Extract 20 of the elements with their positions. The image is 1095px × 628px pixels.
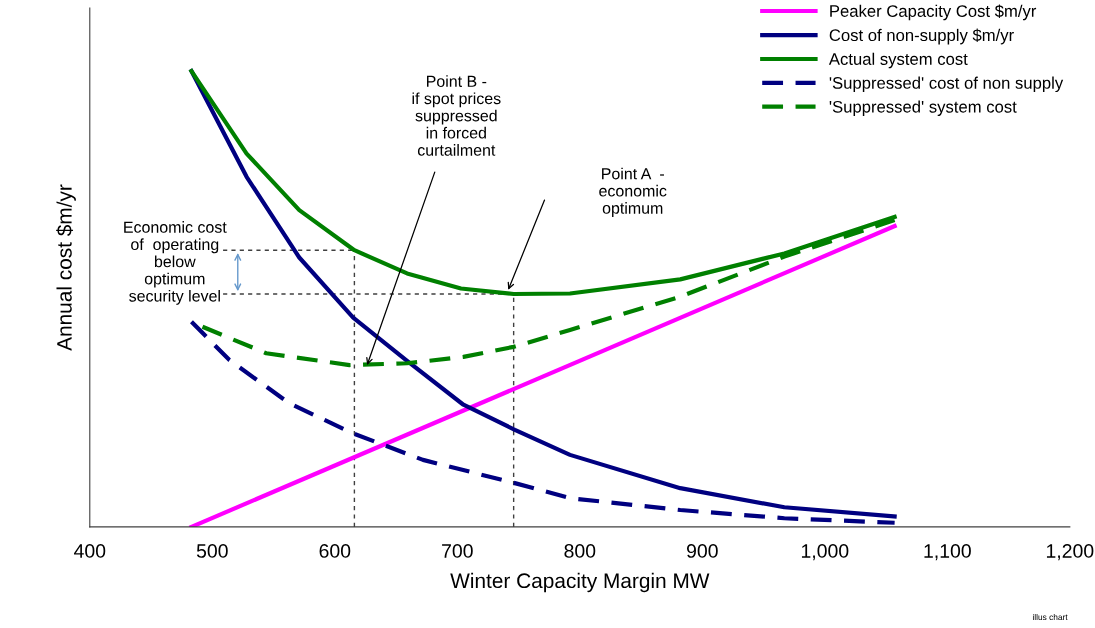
annotation: Economic cost of operating below optimum security level [124, 221, 227, 305]
x-tick-label: 600 [319, 544, 351, 558]
x-axis-title: Winter Capacity Margin MW [450, 572, 710, 593]
x-tick-label: 400 [74, 544, 106, 558]
x-tick-label: 900 [687, 544, 718, 558]
x-tick-label: 500 [196, 544, 228, 558]
x-tick-label: 800 [564, 544, 596, 558]
x-tick-label: 1,000 [801, 544, 849, 561]
y-axis-title: Annual cost $m/yr [56, 184, 76, 351]
legend-label: 'Suppressed' system cost [829, 100, 1017, 116]
legend-label: 'Suppressed' cost of non supply [829, 76, 1064, 93]
legend-label: Actual system cost [828, 52, 968, 69]
x-tick-label: 1,100 [924, 544, 971, 561]
x-tick-label: 700 [442, 544, 473, 558]
x-tick-label: 1,200 [1046, 544, 1094, 561]
text: illus chart [1032, 613, 1068, 621]
legend-label: Peaker Capacity Cost $m/yr [830, 4, 1037, 21]
legend-label: Cost of non-supply $m/yr [829, 28, 1014, 45]
annotation: Point B - if spot prices suppressed in forced curtailment [412, 75, 501, 156]
annotation: Point A - economic optimum [599, 167, 667, 217]
